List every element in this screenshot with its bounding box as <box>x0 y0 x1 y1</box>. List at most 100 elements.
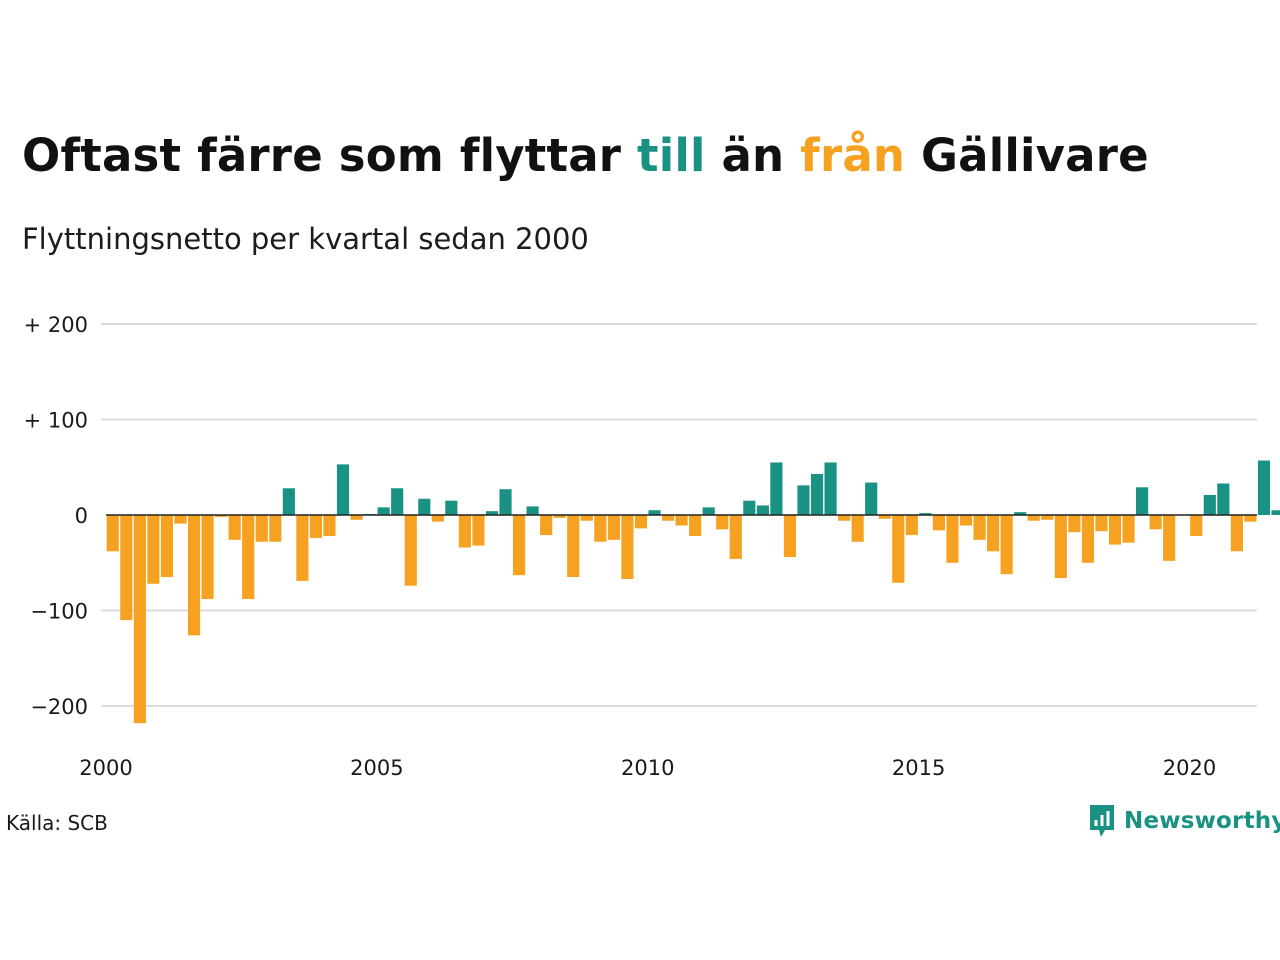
bar <box>1217 483 1230 515</box>
bar <box>1271 510 1280 515</box>
bar <box>1108 515 1122 545</box>
newsworthy-logo-icon <box>1090 805 1114 837</box>
bar <box>743 500 756 515</box>
logo-text: Newsworthy <box>1124 808 1280 834</box>
bar <box>526 506 539 515</box>
bar <box>553 515 566 518</box>
x-axis-tick-labels: 2000 2005 2010 2015 2020 <box>79 756 1216 780</box>
bar <box>770 462 783 515</box>
bar <box>865 482 878 515</box>
bar <box>201 515 214 600</box>
bar <box>309 515 322 538</box>
newsworthy-logo[interactable]: Newsworthy <box>1088 803 1280 839</box>
bar <box>1027 515 1040 521</box>
bar <box>729 515 742 559</box>
bar <box>648 510 661 515</box>
bar <box>255 515 268 542</box>
chart-subtitle: Flyttningsnetto per kvartal sedan 2000 <box>22 222 589 256</box>
bar <box>269 515 282 542</box>
bar <box>431 515 444 522</box>
bar <box>878 515 891 519</box>
bar <box>1244 515 1257 522</box>
bars <box>106 460 1280 724</box>
bar <box>187 515 201 636</box>
bar <box>404 515 417 586</box>
title-highlight-fran: från <box>800 129 906 182</box>
bar <box>973 515 986 540</box>
bar <box>783 515 797 558</box>
title-part-3: Gällivare <box>905 129 1149 182</box>
bar <box>106 515 119 552</box>
bar <box>458 515 471 548</box>
bar <box>594 515 607 542</box>
bar <box>1095 515 1108 532</box>
bar <box>499 489 512 515</box>
bar <box>959 515 973 526</box>
bar <box>838 515 851 521</box>
bar <box>1000 515 1013 575</box>
x-tick-label: 2005 <box>350 756 403 780</box>
bar <box>905 515 918 536</box>
y-tick-label: −200 <box>30 695 88 719</box>
bar <box>621 515 634 579</box>
bar <box>215 515 228 517</box>
title-part-2: än <box>705 129 801 182</box>
bar <box>946 515 959 563</box>
bar <box>1122 515 1135 543</box>
bar <box>851 515 864 542</box>
x-tick-label: 2010 <box>621 756 674 780</box>
bar <box>919 513 932 515</box>
title-highlight-till: till <box>637 129 706 182</box>
bar <box>540 515 553 536</box>
bar <box>810 473 824 515</box>
x-tick-label: 2015 <box>892 756 945 780</box>
y-tick-label: + 200 <box>24 313 88 337</box>
bar <box>1041 515 1054 520</box>
bar <box>689 515 702 537</box>
bar <box>513 515 526 576</box>
y-axis-tick-labels: + 200 + 100 0 −100 −200 <box>24 313 88 719</box>
bar <box>702 507 715 515</box>
bar <box>133 515 146 724</box>
bar <box>580 515 593 521</box>
bar <box>1014 512 1027 515</box>
bar <box>756 505 769 515</box>
bar <box>892 515 905 583</box>
source-note: Källa: SCB <box>6 811 108 835</box>
bar <box>675 515 688 526</box>
title-part-1: Oftast färre som flyttar <box>22 129 638 182</box>
bar <box>567 515 580 578</box>
bar <box>242 515 255 600</box>
bar <box>1190 515 1203 537</box>
bar <box>174 515 187 524</box>
bar <box>987 515 1000 552</box>
bar <box>1257 460 1271 515</box>
y-tick-label: 0 <box>75 504 88 528</box>
bar <box>350 515 363 520</box>
x-tick-label: 2000 <box>79 756 132 780</box>
bar <box>282 488 295 515</box>
bar <box>485 511 499 515</box>
bar <box>716 515 729 530</box>
x-tick-label: 2020 <box>1163 756 1216 780</box>
bar <box>418 498 431 515</box>
bar <box>634 515 648 529</box>
bar <box>120 515 133 621</box>
bar <box>160 515 174 578</box>
y-tick-label: −100 <box>30 600 88 624</box>
bar <box>147 515 160 584</box>
bar <box>323 515 336 537</box>
bar <box>1203 494 1216 515</box>
bar <box>296 515 309 581</box>
bar <box>824 462 837 515</box>
bar <box>1068 515 1081 533</box>
grid-lines <box>101 323 1257 707</box>
chart-title: Oftast färre som flyttar till än från Gä… <box>22 130 1149 182</box>
bar <box>797 485 810 515</box>
bar-chart: + 200 + 100 0 −100 −200 2000 2005 2010 2015 2020 <box>24 313 1280 780</box>
bar <box>932 515 945 531</box>
bar <box>336 464 350 515</box>
y-tick-label: + 100 <box>24 409 88 433</box>
bar <box>1163 515 1176 561</box>
bar <box>1149 515 1162 530</box>
